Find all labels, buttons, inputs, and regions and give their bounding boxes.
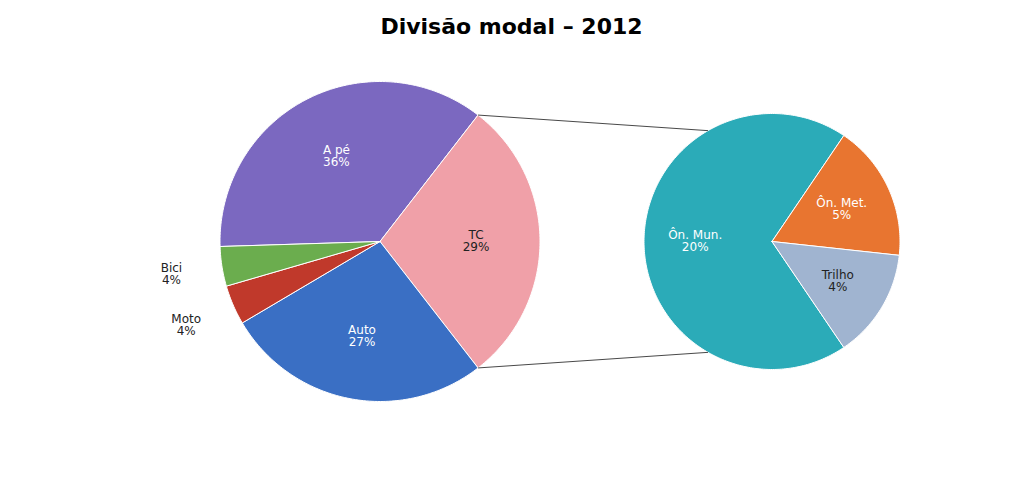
html-text:Divisão modal – 2012: Divisão modal – 2012 (380, 14, 643, 39)
svg-text:Bici4%: Bici4% (161, 261, 183, 287)
svg-text:A pé36%: A pé36% (323, 143, 350, 169)
svg-text:Moto4%: Moto4% (171, 312, 201, 338)
svg-text:Ôn. Mun.20%: Ôn. Mun.20% (668, 227, 722, 254)
svg-text:TC29%: TC29% (463, 228, 490, 254)
svg-text:Ôn. Met.5%: Ôn. Met.5% (816, 195, 867, 222)
svg-text:Auto27%: Auto27% (348, 323, 376, 349)
svg-text:Trilho4%: Trilho4% (821, 268, 854, 294)
